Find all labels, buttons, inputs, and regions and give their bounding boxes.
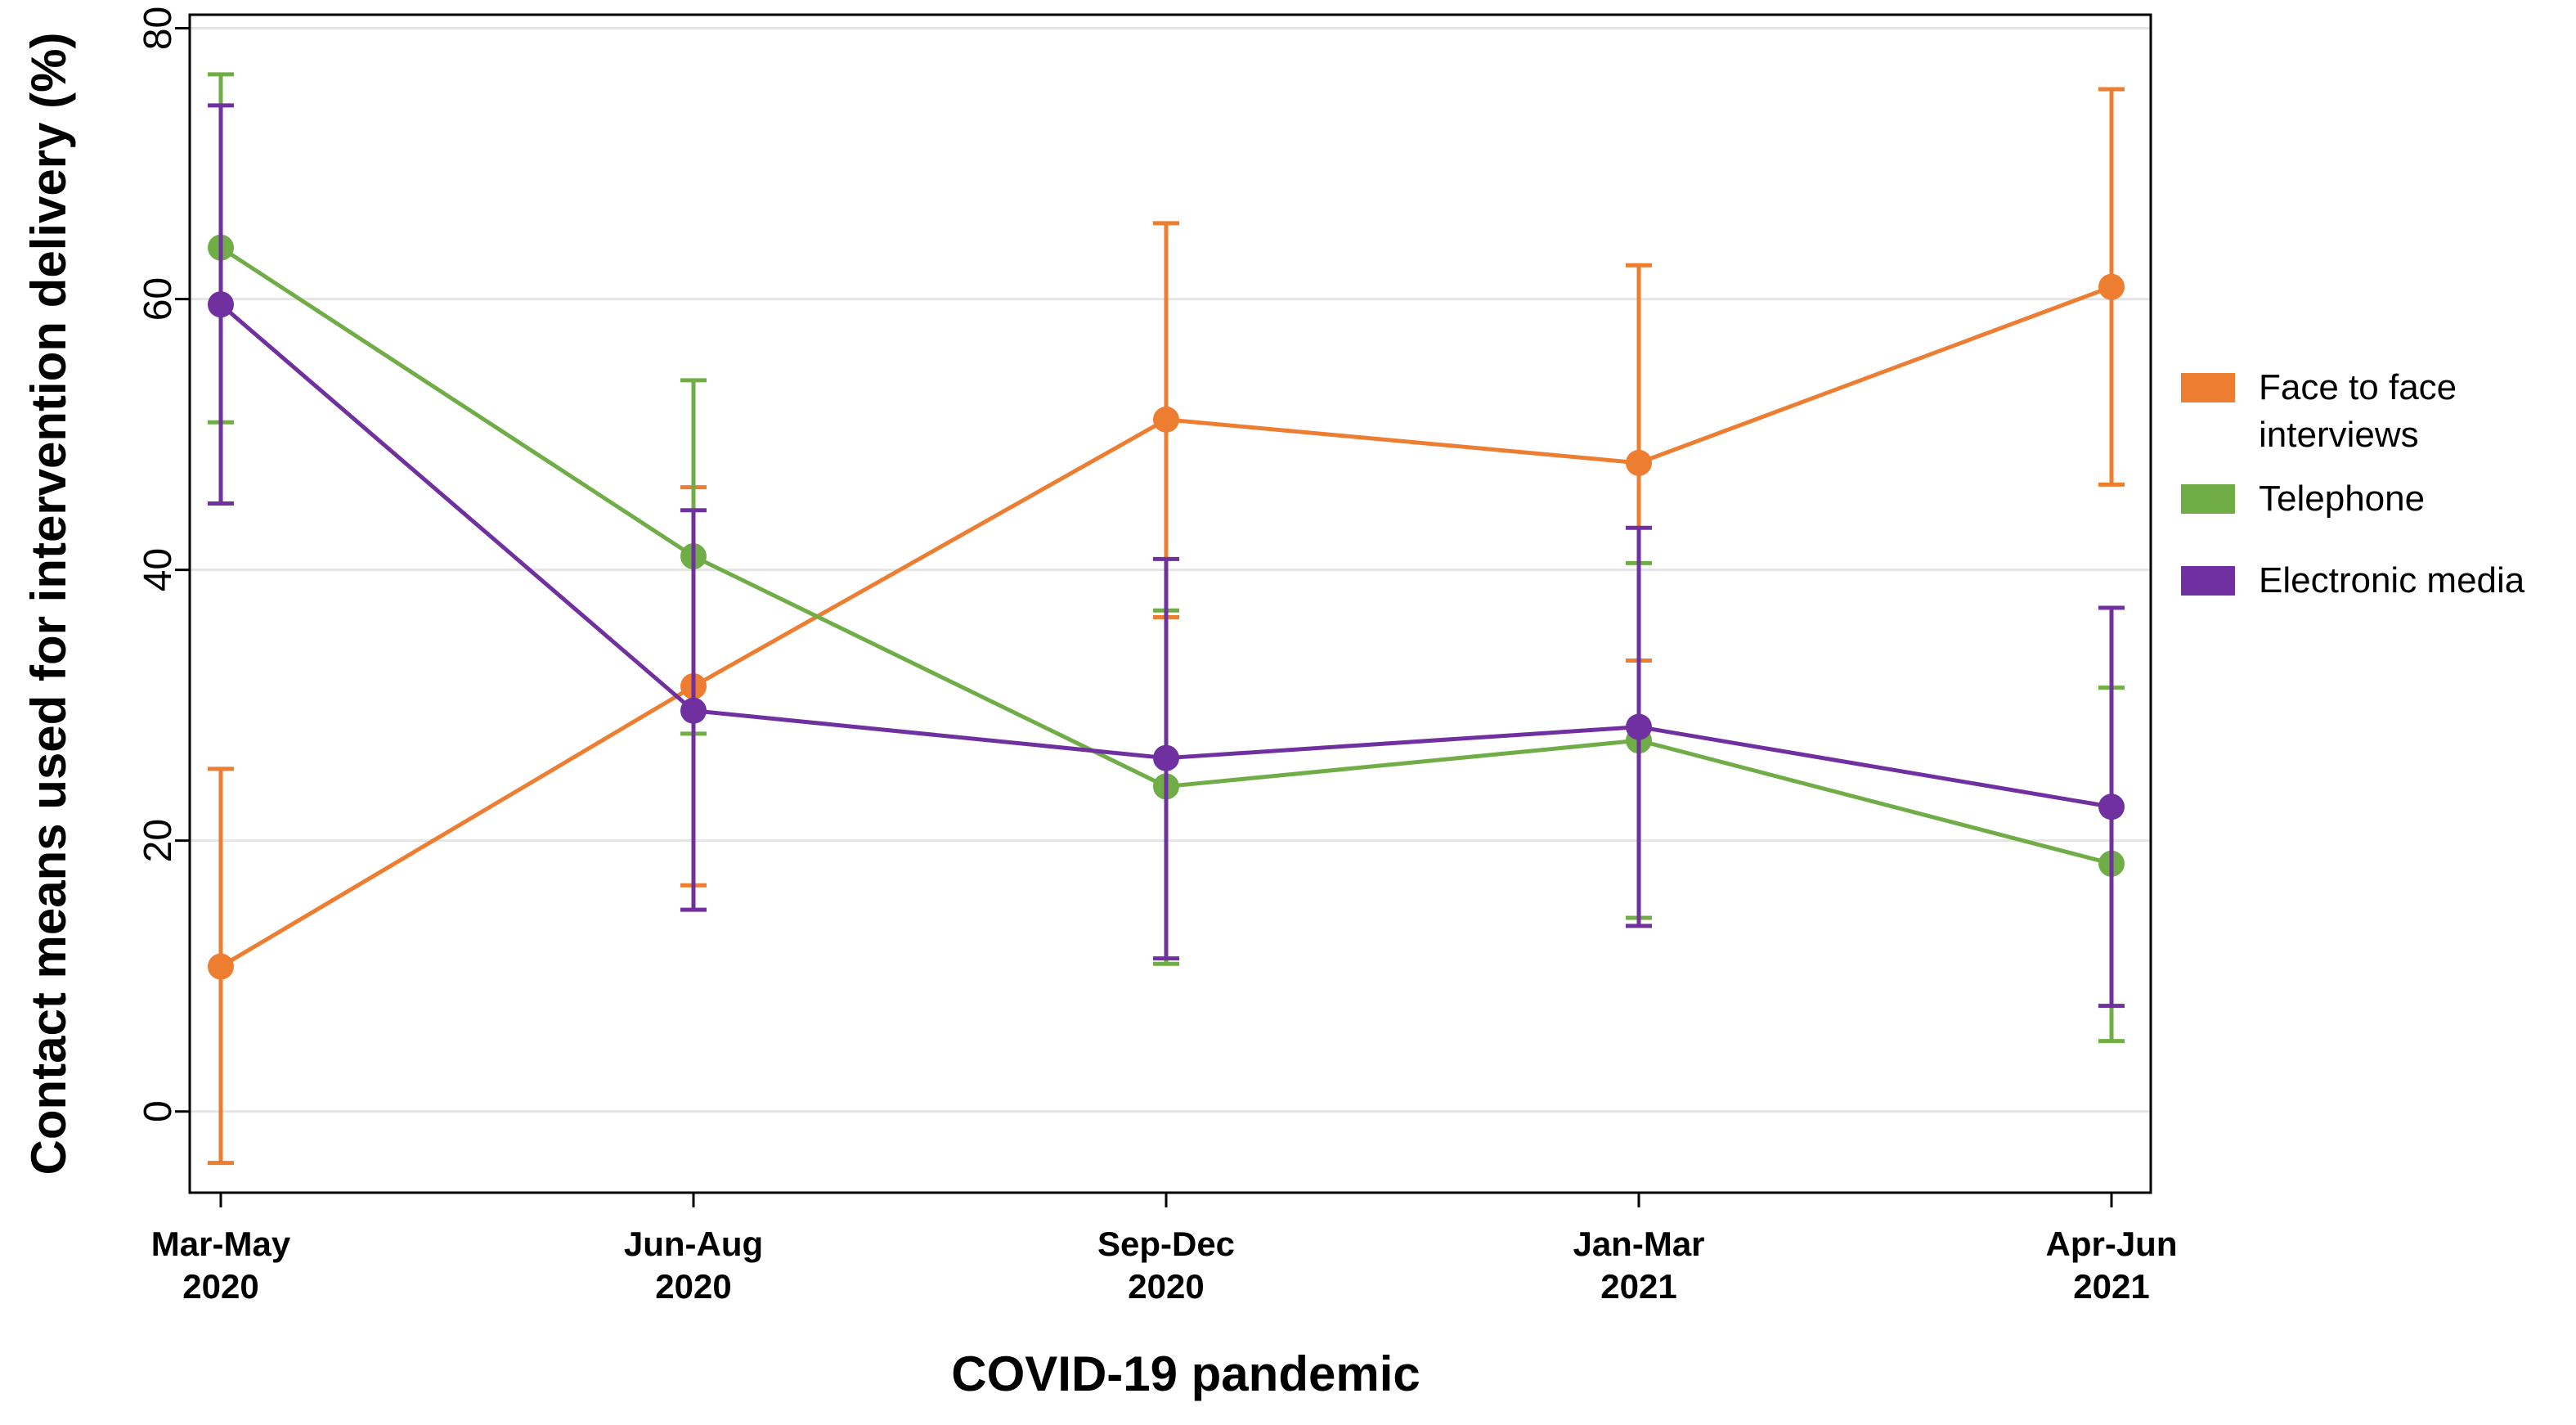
legend: Face to face interviews Telephone Electroni…	[2181, 367, 2525, 600]
x-tick-label: Mar-May	[151, 1225, 291, 1263]
y-tick-label: 40	[137, 548, 180, 591]
x-tick-label: 2021	[1600, 1267, 1676, 1306]
legend-label: Electronic media	[2259, 560, 2525, 600]
x-tick-label: 2021	[2073, 1267, 2149, 1306]
legend-swatch	[2181, 484, 2235, 514]
x-tick-label: Apr-Jun	[2046, 1225, 2178, 1263]
legend-label: Telephone	[2259, 479, 2425, 519]
grid-layer	[190, 27, 2151, 1113]
x-tick-label: Jun-Aug	[624, 1225, 763, 1263]
plot-area-frame	[188, 13, 2152, 1194]
y-tick-label: 0	[137, 1100, 180, 1122]
legend-item-2: Electronic media	[2181, 560, 2525, 600]
data-point	[2098, 273, 2125, 300]
legend-item-1: Telephone	[2181, 479, 2425, 519]
series-2	[208, 103, 2125, 1009]
y-tick-label: 60	[137, 277, 180, 321]
data-point	[680, 697, 707, 724]
x-tick-label: 2020	[182, 1267, 258, 1306]
legend-label: Face to face	[2259, 367, 2457, 407]
y-axis-title: Contact means used for intervention deli…	[21, 33, 76, 1176]
data-point	[2098, 793, 2125, 820]
legend-swatch	[2181, 566, 2235, 596]
x-tick-label: Jan-Mar	[1573, 1225, 1704, 1263]
data-point	[208, 953, 234, 980]
data-point	[1153, 744, 1179, 771]
data-point	[1626, 713, 1652, 740]
y-tick-label: 20	[137, 819, 180, 862]
legend-swatch	[2181, 373, 2235, 402]
axes-layer: 0 20 40 60 80 Mar-May 2020 Jun-Aug 2020 Sep-Dec 20…	[137, 7, 2178, 1306]
x-tick-label: Sep-Dec	[1097, 1225, 1235, 1263]
x-axis-title: COVID-19 pandemic	[951, 1346, 1420, 1401]
y-tick-label: 80	[137, 7, 180, 50]
legend-item-0: Face to face interviews	[2181, 367, 2457, 455]
data-point	[1626, 449, 1652, 476]
data-point	[1153, 406, 1179, 433]
x-tick-label: 2020	[655, 1267, 731, 1306]
x-tick-label: 2020	[1128, 1267, 1204, 1306]
data-point	[208, 291, 234, 318]
series-layer	[208, 72, 2125, 1166]
legend-label: interviews	[2259, 415, 2419, 455]
